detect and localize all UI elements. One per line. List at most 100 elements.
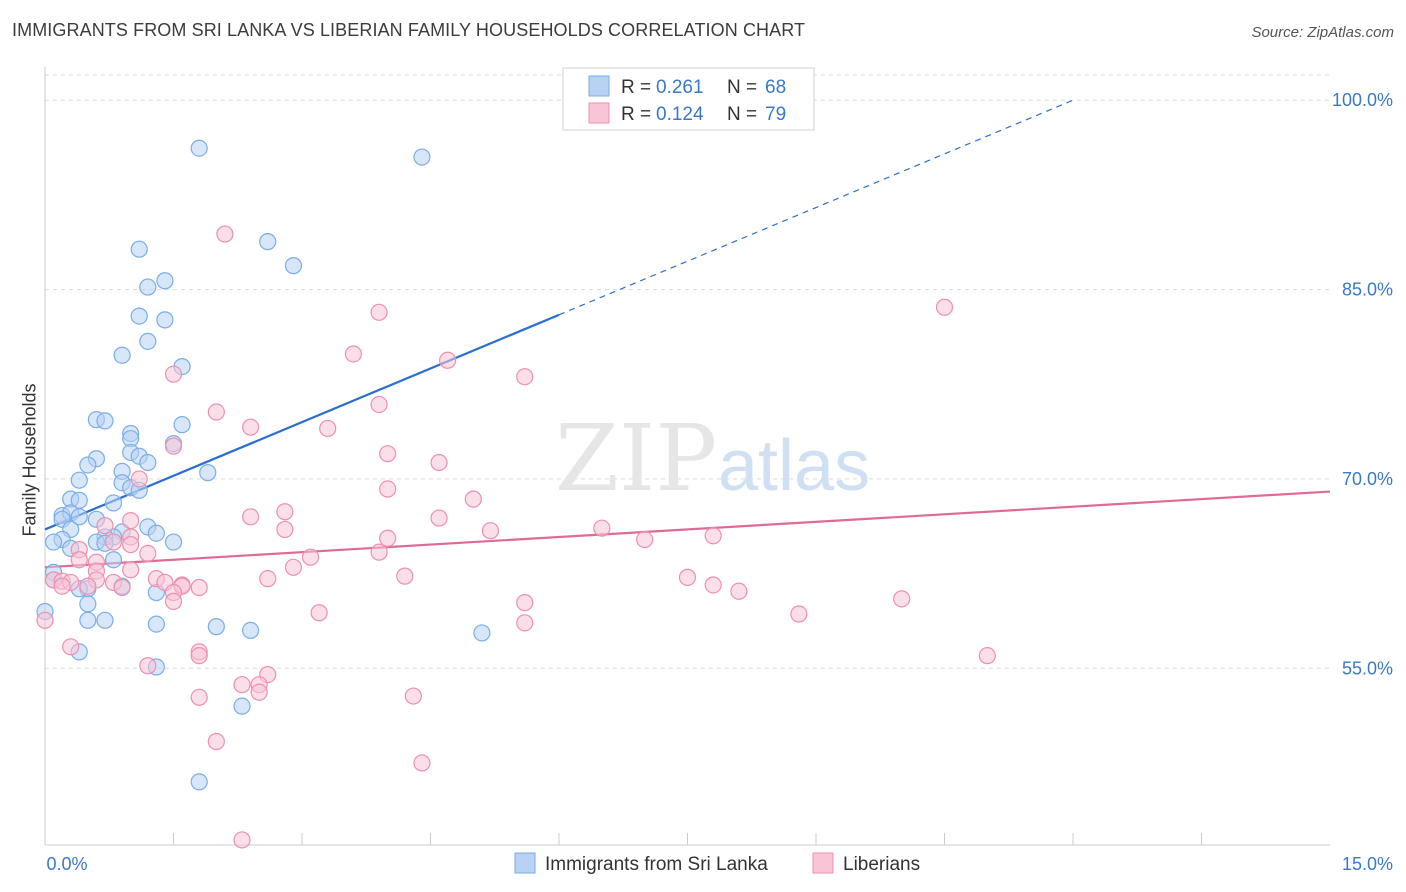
- liberians-point: [379, 529, 397, 547]
- liberians-point: [413, 754, 431, 772]
- liberians-point: [379, 480, 397, 498]
- bottom-legend-swatch: [812, 852, 834, 874]
- liberians-point: [79, 577, 97, 595]
- liberians-trend-line: [44, 490, 1331, 569]
- bottom-legend-label: Liberians: [843, 854, 920, 875]
- sri-lanka-trend-extension: [558, 99, 1074, 316]
- liberians-point: [139, 544, 157, 563]
- liberians-point: [207, 732, 225, 751]
- sri-lanka-point: [96, 412, 114, 430]
- sri-lanka-point: [190, 773, 208, 791]
- liberians-point: [439, 351, 457, 369]
- liberians-point: [122, 535, 140, 554]
- legend-n-label: N =: [727, 104, 757, 125]
- liberians-point: [593, 519, 611, 537]
- liberians-point: [678, 568, 697, 586]
- liberians-point: [464, 490, 482, 508]
- data-points: [36, 139, 996, 849]
- sri-lanka-point: [173, 416, 191, 434]
- liberians-point: [130, 470, 148, 488]
- liberians-point: [370, 395, 388, 414]
- liberians-point: [259, 570, 277, 588]
- y-tick-label: 55.0%: [1342, 658, 1393, 678]
- sri-lanka-point: [190, 139, 208, 157]
- liberians-point: [207, 403, 225, 421]
- watermark-zip: ZIP: [555, 405, 717, 512]
- sri-lanka-point: [79, 595, 97, 613]
- liberians-point: [344, 345, 362, 363]
- legend-swatch: [588, 75, 610, 97]
- sri-lanka-point: [70, 471, 88, 489]
- liberians-point: [404, 687, 422, 705]
- sri-lanka-point: [104, 551, 123, 569]
- liberians-point: [242, 418, 260, 436]
- axes: 100.0% 85.0% 70.0% 55.0% 0.0% 15.0%: [44, 67, 1393, 874]
- liberians-point: [516, 594, 534, 612]
- sri-lanka-point: [130, 307, 148, 325]
- liberians-point: [216, 225, 234, 243]
- sri-lanka-point: [199, 464, 217, 482]
- liberians-point: [53, 577, 71, 595]
- sri-lanka-point: [96, 611, 114, 629]
- sri-lanka-point: [473, 624, 491, 642]
- liberians-point: [310, 604, 328, 622]
- liberians-point: [396, 567, 414, 585]
- sri-lanka-point: [147, 615, 165, 633]
- sri-lanka-point: [139, 332, 157, 350]
- sri-lanka-point: [104, 494, 123, 512]
- liberians-point: [704, 576, 722, 594]
- liberians-point: [301, 548, 320, 566]
- bottom-legend-swatch: [514, 852, 536, 874]
- watermark-atlas: atlas: [718, 426, 870, 506]
- liberians-point: [113, 578, 131, 597]
- liberians-point: [284, 558, 303, 576]
- watermark: ZIP atlas: [555, 405, 870, 512]
- liberians-point: [70, 551, 88, 569]
- liberians-point: [139, 657, 157, 675]
- source-label: Source: ZipAtlas.com: [1251, 24, 1394, 41]
- y-tick-label: 85.0%: [1342, 280, 1393, 300]
- liberians-point: [935, 298, 954, 316]
- liberians-point: [190, 647, 208, 665]
- liberians-point: [730, 582, 748, 600]
- sri-lanka-point: [79, 611, 97, 629]
- liberians-point: [978, 647, 996, 665]
- legend-r-label: R =: [621, 104, 651, 125]
- sri-lanka-point: [242, 621, 260, 640]
- sri-lanka-point: [259, 233, 277, 251]
- sri-lanka-point: [207, 618, 225, 636]
- x-tick-label: 15.0%: [1342, 854, 1393, 874]
- sri-lanka-point: [70, 508, 88, 526]
- liberians-point: [122, 561, 140, 579]
- liberians-point: [36, 611, 54, 629]
- liberians-point: [104, 533, 123, 551]
- liberians-point: [190, 578, 208, 597]
- liberians-point: [62, 638, 80, 656]
- liberians-point: [122, 511, 140, 530]
- liberians-point: [190, 688, 208, 706]
- liberians-point: [481, 522, 500, 540]
- sri-lanka-point: [113, 346, 131, 364]
- sri-lanka-point: [147, 524, 165, 542]
- liberians-point: [233, 831, 251, 849]
- liberians-point: [96, 517, 114, 535]
- liberians-point: [790, 605, 808, 623]
- liberians-point: [516, 614, 534, 632]
- sri-lanka-point: [164, 533, 183, 551]
- legend-n-value: 79: [765, 104, 786, 125]
- liberians-point: [233, 676, 251, 694]
- bottom-legend-label: Immigrants from Sri Lanka: [545, 854, 768, 875]
- liberians-point: [319, 419, 337, 438]
- liberians-point: [516, 368, 534, 386]
- legend-r-value: 0.124: [656, 104, 704, 125]
- liberians-point: [636, 530, 654, 549]
- liberians-point: [893, 590, 911, 608]
- sri-lanka-point: [156, 311, 174, 329]
- sri-lanka-point: [79, 456, 97, 474]
- sri-lanka-point: [156, 272, 174, 290]
- liberians-point: [379, 445, 397, 463]
- liberians-point: [704, 527, 722, 545]
- sri-lanka-point: [413, 148, 431, 166]
- sri-lanka-point: [233, 697, 251, 715]
